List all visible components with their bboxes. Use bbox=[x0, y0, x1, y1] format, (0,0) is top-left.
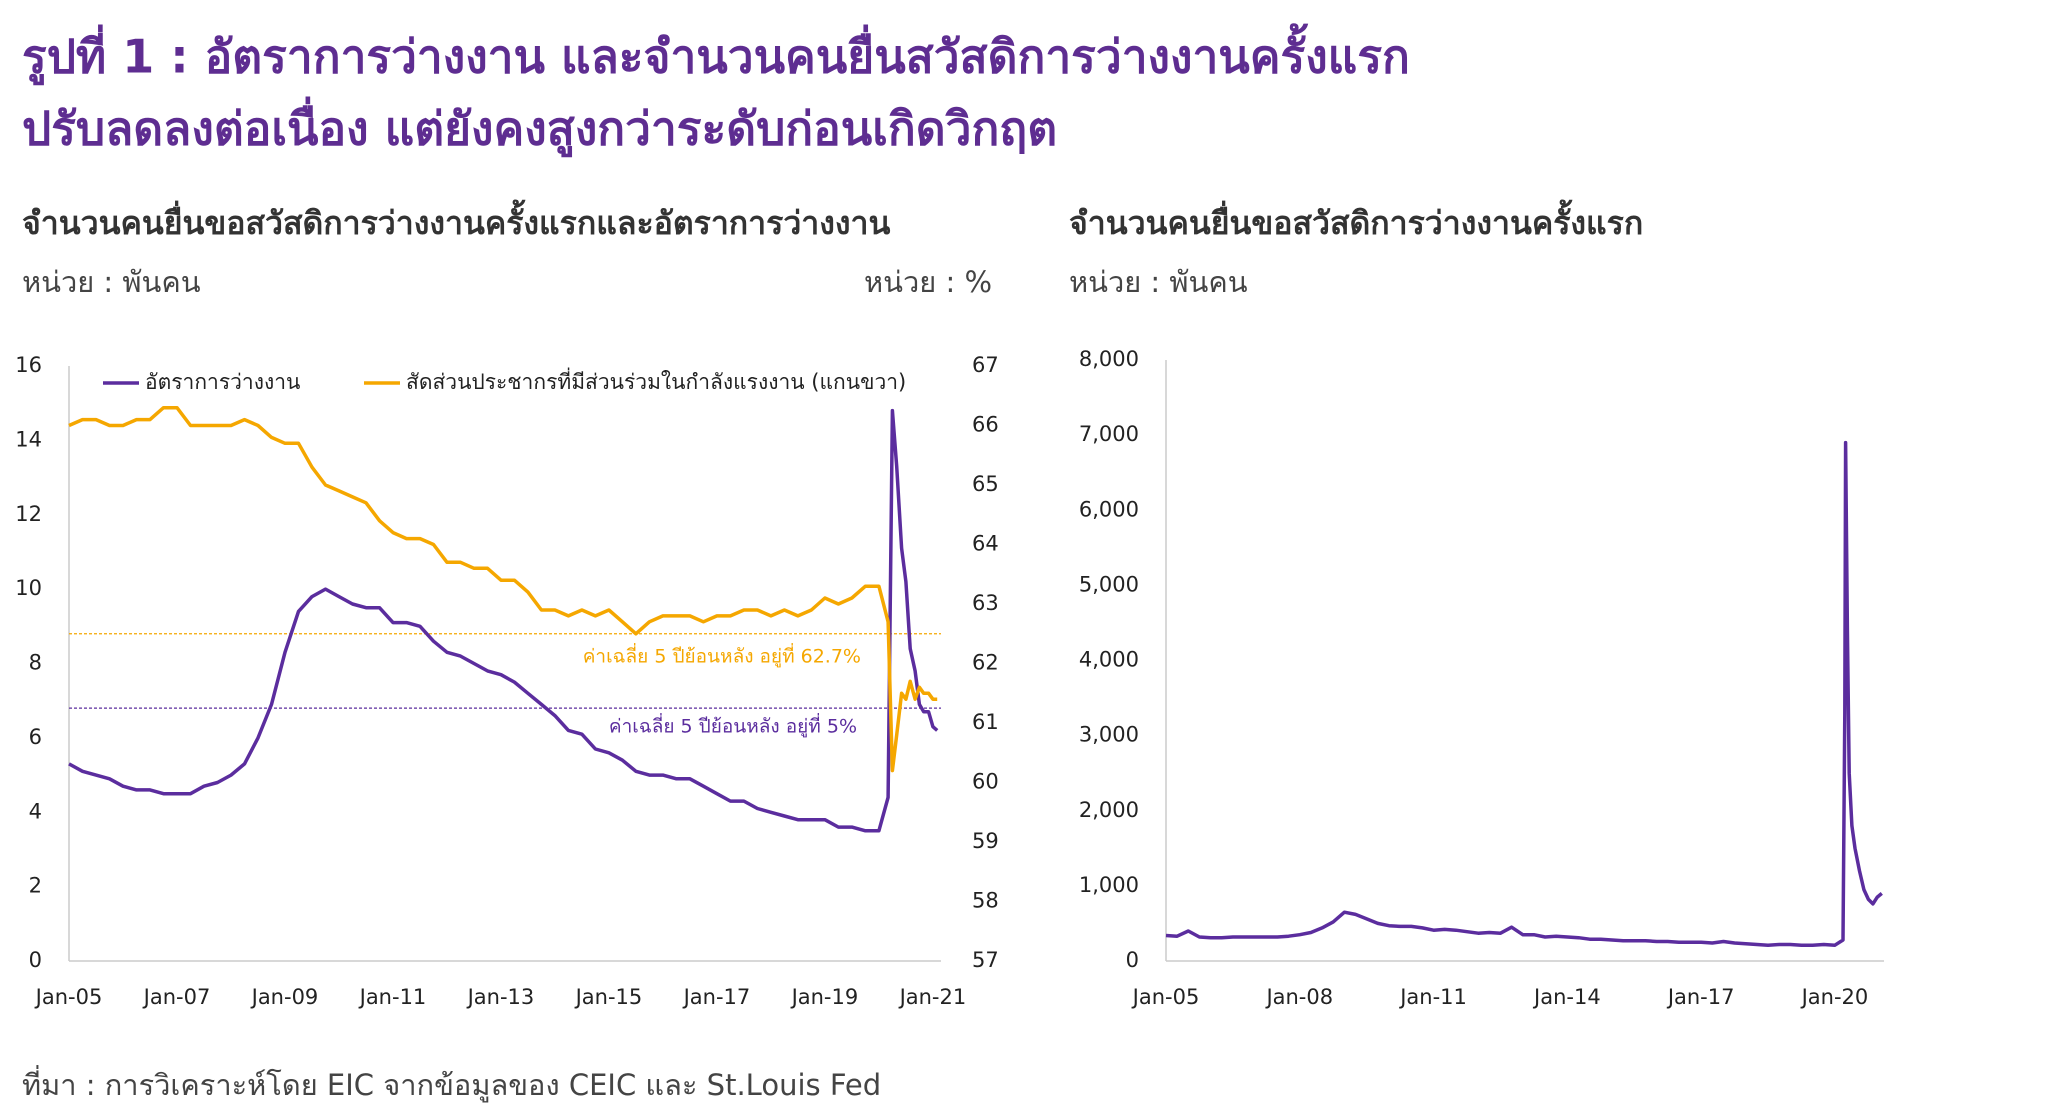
y2-tick-label: 62 bbox=[972, 651, 999, 675]
unit-label: หน่วย : พันคน bbox=[22, 265, 201, 299]
y-tick-label: 8 bbox=[29, 651, 42, 675]
y2-tick-label: 59 bbox=[972, 829, 999, 853]
y2-tick-label: 58 bbox=[972, 889, 999, 913]
x-tick-label: Jan-05 bbox=[34, 985, 103, 1009]
title: รูปที่ 1 : อัตราการว่างงาน และจำนวนคนยื่… bbox=[22, 23, 1410, 86]
x-tick-label: Jan-11 bbox=[1398, 985, 1467, 1009]
chart-title: จำนวนคนยื่นขอสวัสดิการว่างงานครั้งแรกและ… bbox=[22, 199, 890, 242]
y2-tick-label: 60 bbox=[972, 770, 999, 794]
y-tick-label: 16 bbox=[15, 353, 42, 377]
y-tick-label: 7,000 bbox=[1079, 422, 1139, 446]
line-series bbox=[1165, 440, 1883, 947]
y-tick-label: 2 bbox=[29, 874, 42, 898]
legend-label: สัดส่วนประชากรที่มีส่วนร่วมในกำลังแรงงาน… bbox=[406, 367, 906, 394]
y-tick-label: 12 bbox=[15, 502, 42, 526]
x-tick-label: Jan-15 bbox=[574, 985, 643, 1009]
y2-tick-label: 63 bbox=[972, 591, 999, 615]
x-tick-label: Jan-21 bbox=[898, 985, 967, 1009]
y-tick-label: 4 bbox=[29, 799, 42, 823]
y-tick-label: 3,000 bbox=[1079, 723, 1139, 747]
y-tick-label: 6,000 bbox=[1079, 497, 1139, 521]
unit-label: หน่วย : % bbox=[864, 265, 992, 299]
x-tick-label: Jan-17 bbox=[682, 985, 751, 1009]
y-tick-label: 5,000 bbox=[1079, 572, 1139, 596]
x-tick-label: Jan-17 bbox=[1666, 985, 1735, 1009]
annotation: ค่าเฉลี่ย 5 ปีย้อนหลัง อยู่ที่ 5% bbox=[609, 713, 857, 738]
y-tick-label: 2,000 bbox=[1079, 798, 1139, 822]
y-tick-label: 0 bbox=[1126, 948, 1139, 972]
y-tick-label: 8,000 bbox=[1079, 347, 1139, 371]
chart-title: จำนวนคนยื่นขอสวัสดิการว่างงานครั้งแรก bbox=[1069, 199, 1643, 242]
unit-label: หน่วย : พันคน bbox=[1069, 265, 1248, 299]
x-tick-label: Jan-08 bbox=[1264, 985, 1333, 1009]
x-tick-label: Jan-07 bbox=[142, 985, 211, 1009]
title: ปรับลดลงต่อเนื่อง แต่ยังคงสูงกว่าระดับก่… bbox=[22, 97, 1057, 158]
y-tick-label: 14 bbox=[15, 427, 42, 451]
y2-tick-label: 64 bbox=[972, 532, 999, 556]
x-tick-label: Jan-13 bbox=[466, 985, 535, 1009]
y-tick-label: 4,000 bbox=[1079, 648, 1139, 672]
x-tick-label: Jan-20 bbox=[1800, 985, 1869, 1009]
x-tick-label: Jan-09 bbox=[250, 985, 319, 1009]
x-tick-label: Jan-05 bbox=[1131, 985, 1200, 1009]
line-series bbox=[68, 408, 939, 833]
legend-label: อัตราการว่างงาน bbox=[145, 370, 300, 394]
x-tick-label: Jan-11 bbox=[358, 985, 427, 1009]
line-series bbox=[68, 405, 938, 773]
y2-tick-label: 66 bbox=[972, 413, 999, 437]
x-tick-label: Jan-19 bbox=[790, 985, 859, 1009]
y2-tick-label: 67 bbox=[972, 353, 999, 377]
annotation: ค่าเฉลี่ย 5 ปีย้อนหลัง อยู่ที่ 62.7% bbox=[583, 643, 861, 668]
y2-tick-label: 57 bbox=[972, 948, 999, 972]
y2-tick-label: 61 bbox=[972, 710, 999, 734]
y-tick-label: 10 bbox=[15, 576, 42, 600]
source: ที่มา : การวิเคราะห์โดย EIC จากข้อมูลของ… bbox=[22, 1065, 881, 1103]
y-tick-label: 1,000 bbox=[1079, 873, 1139, 897]
y-tick-label: 0 bbox=[29, 948, 42, 972]
y-tick-label: 6 bbox=[29, 725, 42, 749]
x-tick-label: Jan-14 bbox=[1532, 985, 1601, 1009]
y2-tick-label: 65 bbox=[972, 472, 999, 496]
